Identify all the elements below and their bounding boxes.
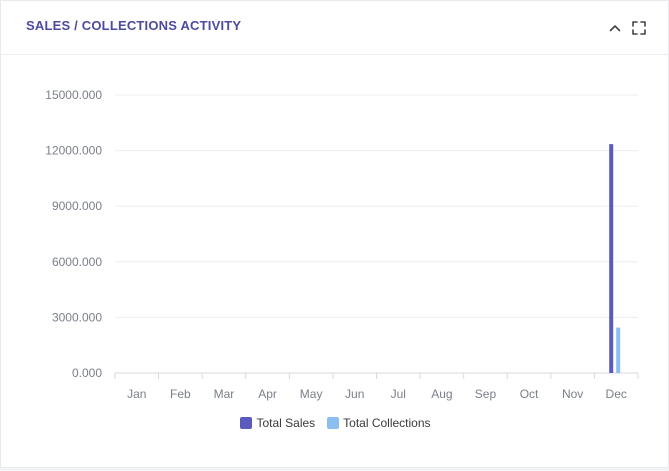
x-tick-label: Jun xyxy=(345,387,364,401)
card-title: SALES / COLLECTIONS ACTIVITY xyxy=(26,18,242,33)
legend-item-total-collections[interactable]: Total Collections xyxy=(327,416,431,430)
card-header: SALES / COLLECTIONS ACTIVITY xyxy=(1,1,668,55)
y-tick-label: 9000.000 xyxy=(52,199,102,213)
legend-swatch-collections xyxy=(327,417,340,429)
y-tick-label: 0.000 xyxy=(72,366,102,380)
legend-label-sales: Total Sales xyxy=(256,416,316,430)
bar-total-collections xyxy=(616,327,621,373)
y-tick-label: 15000.000 xyxy=(45,88,102,102)
x-tick-label: May xyxy=(300,387,323,401)
x-tick-label: Nov xyxy=(562,387,583,401)
x-tick-label: Oct xyxy=(520,387,539,401)
chart-legend: Total Sales Total Collections xyxy=(1,416,669,430)
legend-swatch-sales xyxy=(240,417,253,429)
x-tick-label: Feb xyxy=(170,387,191,401)
x-tick-label: Jan xyxy=(127,387,146,401)
x-tick-label: Jul xyxy=(391,387,406,401)
legend-item-total-sales[interactable]: Total Sales xyxy=(240,416,315,430)
x-tick-label: Mar xyxy=(214,387,235,401)
bar-chart: 0.000 3000.000 6000.000 9000.000 12000.000 15… xyxy=(45,88,639,401)
x-tick-label: Sep xyxy=(475,387,497,401)
chevron-up-icon[interactable] xyxy=(606,19,624,37)
y-tick-label: 12000.000 xyxy=(45,144,102,158)
bar-total-sales xyxy=(609,144,614,373)
legend-label-collections: Total Collections xyxy=(343,416,431,430)
y-tick-label: 6000.000 xyxy=(52,255,102,269)
x-tick-label: Apr xyxy=(258,387,277,401)
fullscreen-icon[interactable] xyxy=(630,19,648,37)
x-tick-label: Aug xyxy=(431,387,452,401)
y-tick-label: 3000.000 xyxy=(52,310,102,324)
x-tick-label: Dec xyxy=(606,387,627,401)
